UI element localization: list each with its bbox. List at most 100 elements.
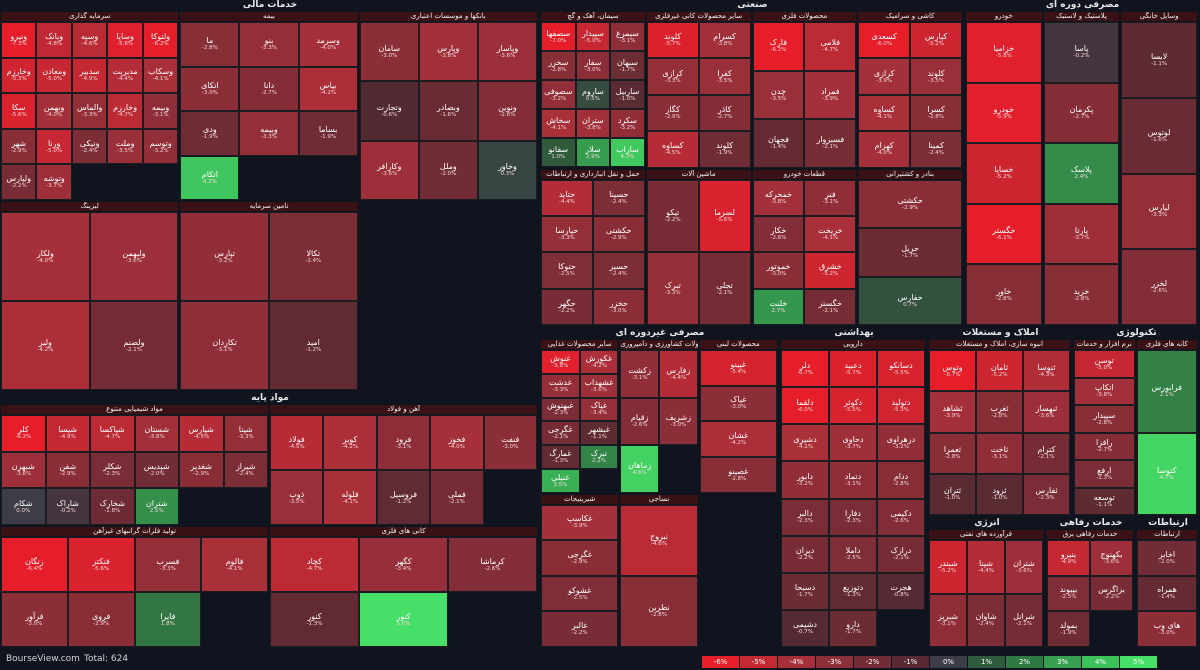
stock-tile[interactable]: حسیر -2.4% [592, 252, 645, 289]
stock-tile[interactable]: کمینا -2.4% [910, 131, 962, 168]
stock-tile[interactable]: وتوشه -3.7% [36, 164, 72, 200]
stock-tile[interactable]: خرید -2.8% [1043, 264, 1120, 325]
stock-tile[interactable]: وملل -2.0% [418, 140, 478, 200]
stock-tile[interactable]: سپیدار -2.8% [1074, 405, 1135, 433]
stock-tile[interactable]: سپیدار -5.0% [575, 22, 611, 52]
stock-tile[interactable]: کنور 5.6% [359, 592, 448, 647]
stock-tile[interactable]: توسعه -1.1% [1074, 487, 1135, 515]
stock-tile[interactable]: غگرجی -2.9% [541, 540, 619, 576]
stock-tile[interactable]: فنر -3.1% [804, 179, 857, 216]
stock-tile[interactable]: کترام -2.1% [1023, 432, 1070, 474]
stock-tile[interactable]: غیاک -3.0% [699, 385, 777, 422]
stock-tile[interactable]: چدن -3.5% [752, 70, 805, 119]
stock-tile[interactable]: وسپه -4.6% [71, 22, 108, 58]
stock-tile[interactable]: دالبر -2.3% [781, 498, 829, 536]
stock-tile[interactable]: بمولد -1.9% [1047, 611, 1090, 647]
stock-tile[interactable]: دزهراوی -3.2% [877, 424, 925, 462]
stock-tile[interactable]: غپینو -5.4% [699, 350, 777, 386]
stock-tile[interactable]: ثاخت -3.1% [976, 432, 1023, 474]
stock-tile[interactable]: دکوثر -5.5% [829, 387, 877, 425]
stock-tile[interactable]: دتماد -3.1% [829, 461, 877, 499]
stock-tile[interactable]: وتجارت -0.6% [359, 81, 419, 141]
stock-tile[interactable]: شپاکسا -4.7% [90, 415, 135, 452]
stock-tile[interactable]: کچاد -4.7% [270, 537, 359, 592]
stock-tile[interactable]: کگاز -2.9% [646, 94, 699, 132]
stock-tile[interactable]: کلوند -1.9% [698, 131, 751, 168]
stock-tile[interactable]: غکاسپ -3.9% [541, 504, 619, 541]
stock-tile[interactable]: ولکار -4.0% [1, 212, 90, 301]
stock-tile[interactable]: دیران -2.2% [781, 535, 829, 573]
stock-tile[interactable]: شرانل -2.1% [1005, 593, 1043, 647]
stock-tile[interactable]: دانا -2.7% [239, 66, 299, 111]
stock-tile[interactable]: غپاک -3.4% [579, 397, 619, 422]
stock-tile[interactable]: ثنوسا -4.3% [1023, 350, 1070, 392]
stock-tile[interactable]: شکلر -2.3% [90, 451, 135, 489]
stock-tile[interactable]: همراه -1.4% [1137, 575, 1197, 612]
stock-tile[interactable]: کسرام -3.8% [698, 22, 751, 59]
stock-tile[interactable]: خموتور -3.0% [752, 252, 805, 289]
stock-tile[interactable]: خکار -2.6% [752, 215, 805, 253]
stock-tile[interactable]: خشرق -5.2% [804, 252, 857, 289]
stock-tile[interactable]: شاراک -0.2% [45, 488, 90, 525]
stock-tile[interactable]: خریخت -4.1% [804, 215, 857, 253]
stock-tile[interactable]: کسرا -2.8% [910, 94, 962, 132]
stock-tile[interactable]: خگستر -6.1% [966, 203, 1042, 265]
stock-tile[interactable]: ساربیل -1.0% [610, 80, 645, 110]
stock-tile[interactable]: وکارافر -3.6% [359, 140, 419, 200]
stock-tile[interactable]: ولتوکا -6.2% [142, 22, 179, 58]
stock-tile[interactable]: نطرین -2.8% [620, 575, 698, 647]
stock-tile[interactable]: شپنا -4.4% [967, 540, 1005, 594]
stock-tile[interactable]: زماهان 4.6% [620, 445, 659, 493]
stock-tile[interactable]: فمراد -3.9% [804, 70, 857, 119]
stock-tile[interactable]: سفانو 1.0% [541, 138, 576, 168]
stock-tile[interactable]: خزامیا -5.8% [966, 22, 1042, 83]
stock-tile[interactable]: فنکتر -5.6% [67, 537, 135, 592]
stock-tile[interactable]: توسن -5.0% [1074, 350, 1135, 378]
stock-tile[interactable]: شکام 0.0% [1, 488, 46, 525]
stock-tile[interactable]: وبصادر -1.6% [418, 81, 478, 141]
stock-tile[interactable]: خساپا -5.2% [966, 143, 1042, 204]
stock-tile[interactable]: ساروم 0.5% [575, 80, 611, 110]
stock-tile[interactable]: خلنت 2.7% [752, 288, 805, 325]
stock-tile[interactable]: ثرود -1.0% [976, 473, 1023, 515]
stock-tile[interactable]: ونوین -2.6% [477, 81, 537, 141]
stock-tile[interactable]: خمحرکه -3.8% [752, 179, 805, 216]
stock-tile[interactable]: فنفت -3.0% [483, 415, 537, 470]
stock-tile[interactable]: وتوس -6.7% [929, 350, 976, 392]
stock-tile[interactable]: غبهنوش -2.3% [541, 397, 580, 422]
stock-tile[interactable]: شتران -3.6% [1005, 540, 1043, 594]
stock-tile[interactable]: های وب -3.0% [1137, 611, 1197, 647]
stock-tile[interactable]: فلامی -4.7% [804, 22, 857, 71]
stock-tile[interactable]: کلر -6.2% [1, 415, 46, 452]
stock-tile[interactable]: دعبید -5.7% [829, 350, 877, 388]
stock-tile[interactable]: ما -2.8% [180, 22, 240, 67]
stock-tile[interactable]: تبرک 2.2% [579, 445, 619, 469]
stock-tile[interactable]: سصوفی -3.2% [541, 80, 576, 110]
stock-tile[interactable]: دشیری -4.1% [781, 424, 829, 462]
stock-tile[interactable]: سامان -3.0% [359, 22, 419, 82]
stock-tile[interactable]: ودی -1.9% [180, 111, 240, 156]
stock-tile[interactable]: زشریف -3.0% [658, 397, 698, 445]
stock-tile[interactable]: ومعادن -5.0% [36, 57, 72, 94]
stock-tile[interactable]: کگهر -3.4% [359, 537, 448, 592]
stock-tile[interactable]: زفارس -4.4% [658, 350, 698, 398]
stock-tile[interactable]: بنیرو -4.9% [1047, 540, 1090, 576]
stock-tile[interactable]: دلقما -6.0% [781, 387, 829, 425]
stock-tile[interactable]: وبهمن -4.0% [36, 93, 72, 129]
stock-tile[interactable]: بزاگرس -2.2% [1090, 575, 1133, 612]
stock-tile[interactable]: شپدیس -2.0% [134, 451, 179, 489]
stock-tile[interactable]: ثغرب -2.8% [976, 391, 1023, 433]
stock-tile[interactable]: کنور -1.3% [270, 592, 359, 647]
stock-tile[interactable]: فرآور -3.0% [1, 592, 68, 647]
stock-tile[interactable]: غگرجی -2.1% [541, 421, 580, 445]
stock-tile[interactable]: غالبر -2.2% [541, 611, 619, 647]
stock-tile[interactable]: والماس -3.3% [71, 93, 108, 129]
stock-tile[interactable]: شپارس -4.5% [179, 415, 224, 452]
stock-tile[interactable]: غشان -4.2% [699, 421, 777, 457]
stock-tile[interactable]: وبیمه -3.3% [239, 111, 299, 156]
stock-tile[interactable]: فلوله -4.1% [323, 470, 377, 525]
stock-tile[interactable]: زنگان -6.4% [1, 537, 68, 592]
stock-tile[interactable]: کسعدی -6.0% [858, 22, 911, 59]
stock-tile[interactable]: فملی -2.1% [430, 470, 484, 525]
stock-tile[interactable]: فسبزوار -2.1% [804, 119, 857, 168]
